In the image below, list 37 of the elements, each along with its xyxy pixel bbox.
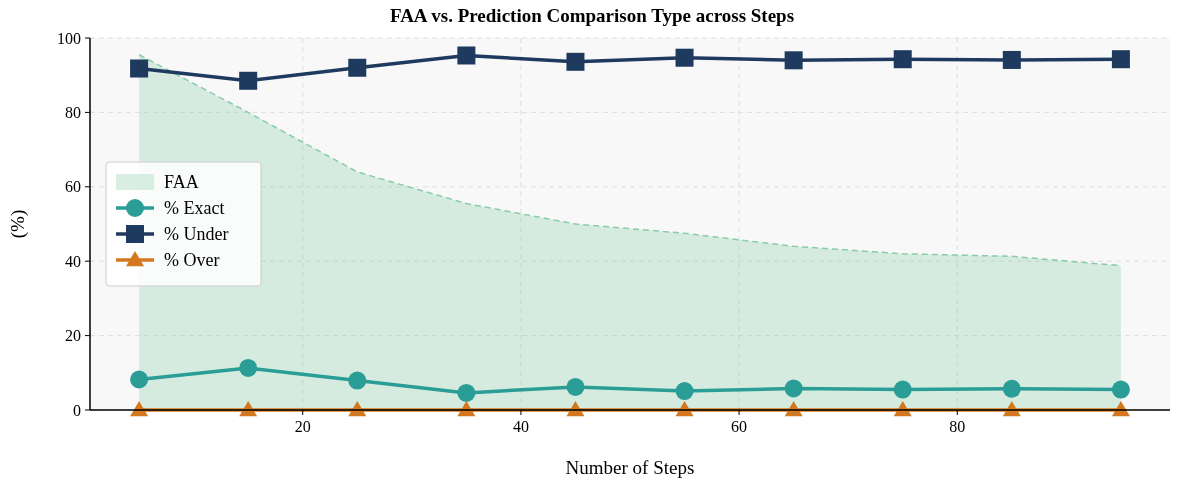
y-tick-label: 0 (73, 401, 81, 419)
point (893, 380, 912, 399)
x-tick-label: 60 (731, 418, 748, 435)
x-tick-label: 40 (512, 418, 529, 435)
y-tick-label: 20 (65, 327, 81, 345)
chart-title: FAA vs. Prediction Comparison Type across Steps (389, 5, 795, 26)
x-tick-label: 20 (294, 418, 311, 435)
point (784, 379, 803, 398)
point (675, 382, 694, 401)
point (130, 370, 149, 389)
point (893, 50, 912, 69)
point (239, 358, 258, 377)
y-tick-label: 40 (65, 252, 81, 270)
point (1002, 379, 1021, 398)
point (348, 371, 367, 390)
point (1111, 380, 1130, 399)
legend-label: % Exact (164, 198, 225, 219)
legend-label: % Under (164, 224, 229, 245)
y-axis-title: (%) (7, 209, 29, 239)
point (675, 48, 694, 67)
y-tick-label: 60 (65, 178, 81, 196)
x-axis-title: Number of Steps (565, 457, 695, 478)
point (130, 59, 149, 78)
y-tick-label: 100 (57, 29, 81, 47)
legend-label: % Over (164, 250, 220, 271)
point (784, 51, 803, 70)
point (1002, 50, 1021, 69)
point (239, 71, 258, 90)
point (457, 383, 476, 402)
point (1111, 50, 1130, 69)
point (566, 377, 585, 396)
point (348, 58, 367, 77)
x-tick-label: 80 (949, 418, 966, 435)
point (457, 46, 476, 65)
point (566, 52, 585, 71)
legend-label: FAA (164, 172, 199, 193)
y-tick-label: 80 (65, 104, 81, 121)
